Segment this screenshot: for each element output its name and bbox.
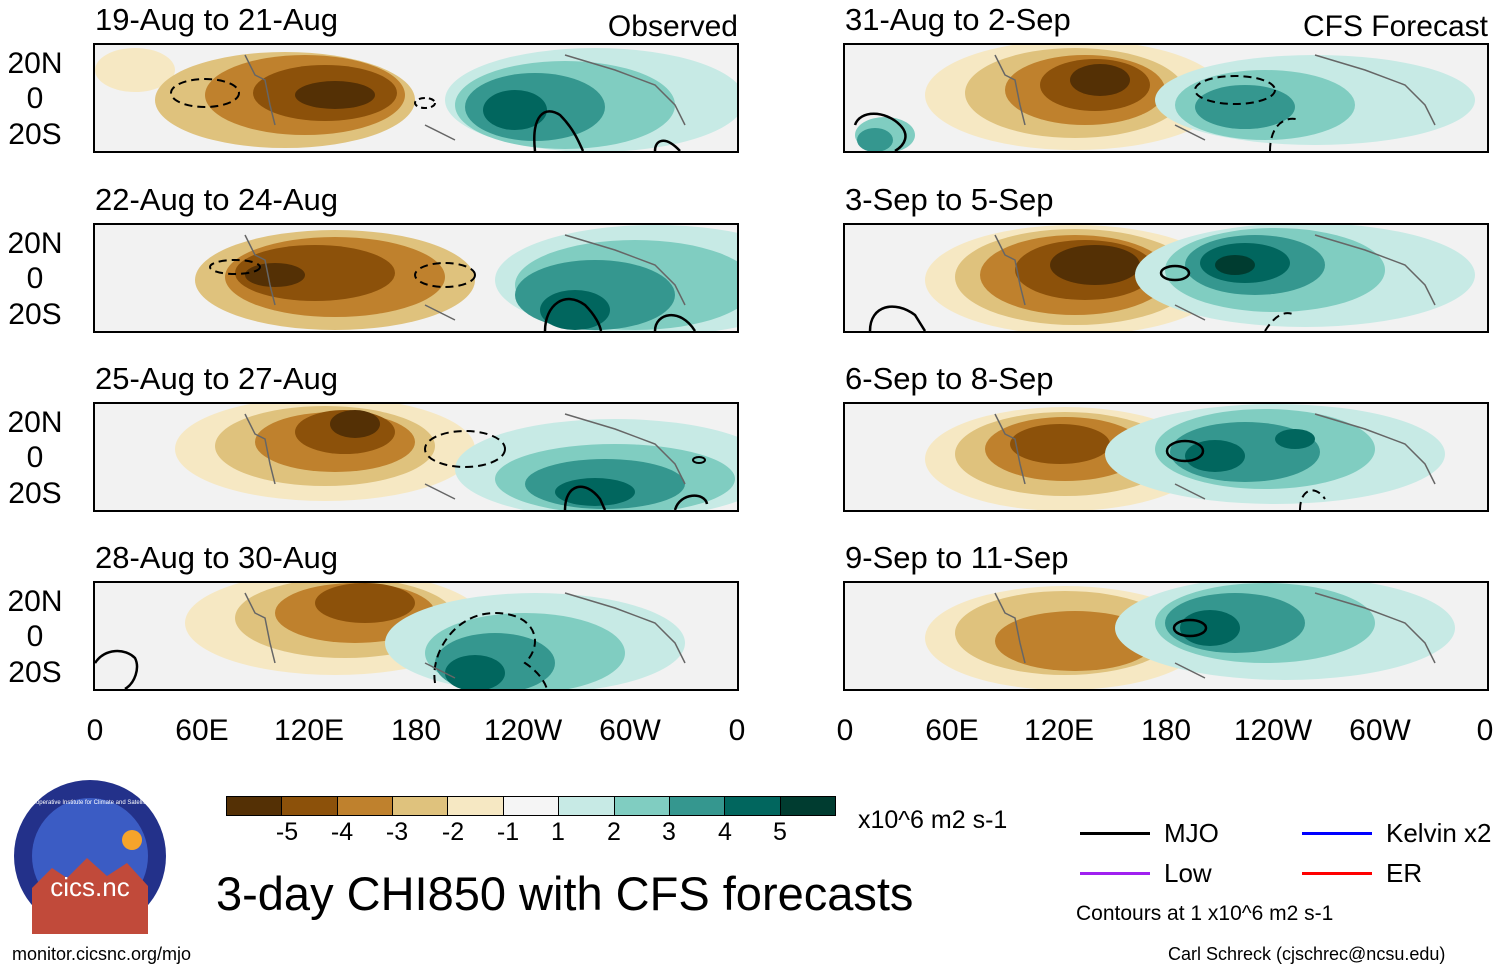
colorbar-cell xyxy=(559,797,615,815)
map-panel xyxy=(843,581,1489,691)
colorbar-cell xyxy=(448,797,504,815)
lon-label: 120W xyxy=(1233,714,1313,747)
colorbar-cell xyxy=(725,797,781,815)
map-panel xyxy=(93,223,739,333)
colorbar-cell xyxy=(780,797,835,815)
lat-label: 20N xyxy=(7,585,63,618)
legend-label: MJO xyxy=(1164,818,1219,848)
lon-label: 0 xyxy=(1476,714,1494,747)
legend-line xyxy=(1302,832,1372,835)
lat-label: 0 xyxy=(26,620,44,653)
lat-label: 20S xyxy=(8,298,62,331)
map-panel xyxy=(93,581,739,691)
panel-title: 9-Sep to 11-Sep xyxy=(845,540,1069,575)
panel-title: 3-Sep to 5-Sep xyxy=(845,182,1054,217)
panel-title: 6-Sep to 8-Sep xyxy=(845,361,1054,396)
footer-url[interactable]: monitor.cicsnc.org/mjo xyxy=(12,944,192,964)
panel-title: 22-Aug to 24-Aug xyxy=(95,182,339,217)
panel-title: 28-Aug to 30-Aug xyxy=(95,540,339,575)
map-panel xyxy=(843,223,1489,333)
panel-title: 19-Aug to 21-Aug xyxy=(95,2,339,37)
lon-label: 60E xyxy=(925,714,979,747)
lon-label: 120E xyxy=(273,714,345,747)
legend-label: Kelvin x2 xyxy=(1386,818,1492,848)
lat-label: 20N xyxy=(7,47,63,80)
colorbar-label: 2 xyxy=(607,818,621,846)
map-panel xyxy=(843,402,1489,512)
colorbar-cell xyxy=(393,797,449,815)
legend-item-low: Low xyxy=(1080,858,1212,889)
colorbar xyxy=(226,796,836,816)
lat-label: 0 xyxy=(26,441,44,474)
panel-title: 25-Aug to 27-Aug xyxy=(95,361,339,396)
lat-label: 0 xyxy=(26,82,44,115)
lat-label: 0 xyxy=(26,262,44,295)
logo-ring-text: Cooperative Institute for Climate and Sa… xyxy=(28,800,151,806)
logo-text: cics.nc xyxy=(50,872,129,902)
colorbar-units: x10^6 m2 s-1 xyxy=(858,806,1008,834)
legend-item-mjo: MJO xyxy=(1080,818,1219,849)
lon-label: 120E xyxy=(1023,714,1095,747)
lat-label: 20N xyxy=(7,406,63,439)
legend-line xyxy=(1302,872,1372,875)
legend-line xyxy=(1080,832,1150,835)
map-panel xyxy=(843,43,1489,153)
legend-item-er: ER xyxy=(1302,858,1422,889)
lon-label: 0 xyxy=(86,714,104,747)
lon-label: 60W xyxy=(599,714,661,747)
figure-title: 3-day CHI850 with CFS forecasts xyxy=(216,867,914,920)
legend-label: ER xyxy=(1386,858,1423,888)
colorbar-label: 3 xyxy=(662,818,676,846)
legend-item-kelvin: Kelvin x2 xyxy=(1302,818,1492,849)
panel-title: 31-Aug to 2-Sep xyxy=(845,2,1071,37)
lon-label: 60E xyxy=(175,714,229,747)
colorbar-label: 4 xyxy=(718,818,732,846)
colorbar-cell xyxy=(669,797,726,815)
colorbar-cell xyxy=(227,797,283,815)
lat-label: 20S xyxy=(8,477,62,510)
forecast-header: CFS Forecast xyxy=(1302,10,1488,43)
lat-label: 20S xyxy=(8,656,62,689)
legend-line xyxy=(1080,872,1150,875)
contour-note: Contours at 1 x10^6 m2 s-1 xyxy=(1076,902,1334,925)
map-panel xyxy=(93,402,739,512)
colorbar-cell xyxy=(337,797,394,815)
lat-label: 20S xyxy=(8,118,62,151)
colorbar-cell xyxy=(282,797,338,815)
lon-label: 180 xyxy=(390,714,442,747)
lon-label: 0 xyxy=(836,714,854,747)
cics-logo: cics.nc Cooperative Institute for Climat… xyxy=(14,780,166,934)
lon-label: 180 xyxy=(1140,714,1192,747)
colorbar-label: 1 xyxy=(551,818,565,846)
colorbar-label: -4 xyxy=(330,818,354,846)
map-panel xyxy=(93,43,739,153)
colorbar-label: -1 xyxy=(496,818,520,846)
colorbar-label: -5 xyxy=(275,818,299,846)
lat-label: 20N xyxy=(7,227,63,260)
lon-label: 60W xyxy=(1349,714,1411,747)
legend-label: Low xyxy=(1164,858,1212,888)
colorbar-label: -3 xyxy=(385,818,409,846)
colorbar-label: -2 xyxy=(441,818,465,846)
lon-label: 120W xyxy=(483,714,563,747)
colorbar-cell xyxy=(503,797,560,815)
footer-credit: Carl Schreck (cjschrec@ncsu.edu) xyxy=(1168,944,1446,964)
lon-label: 0 xyxy=(728,714,746,747)
observed-header: Observed xyxy=(607,10,738,43)
colorbar-cell xyxy=(614,797,670,815)
colorbar-label: 5 xyxy=(773,818,787,846)
